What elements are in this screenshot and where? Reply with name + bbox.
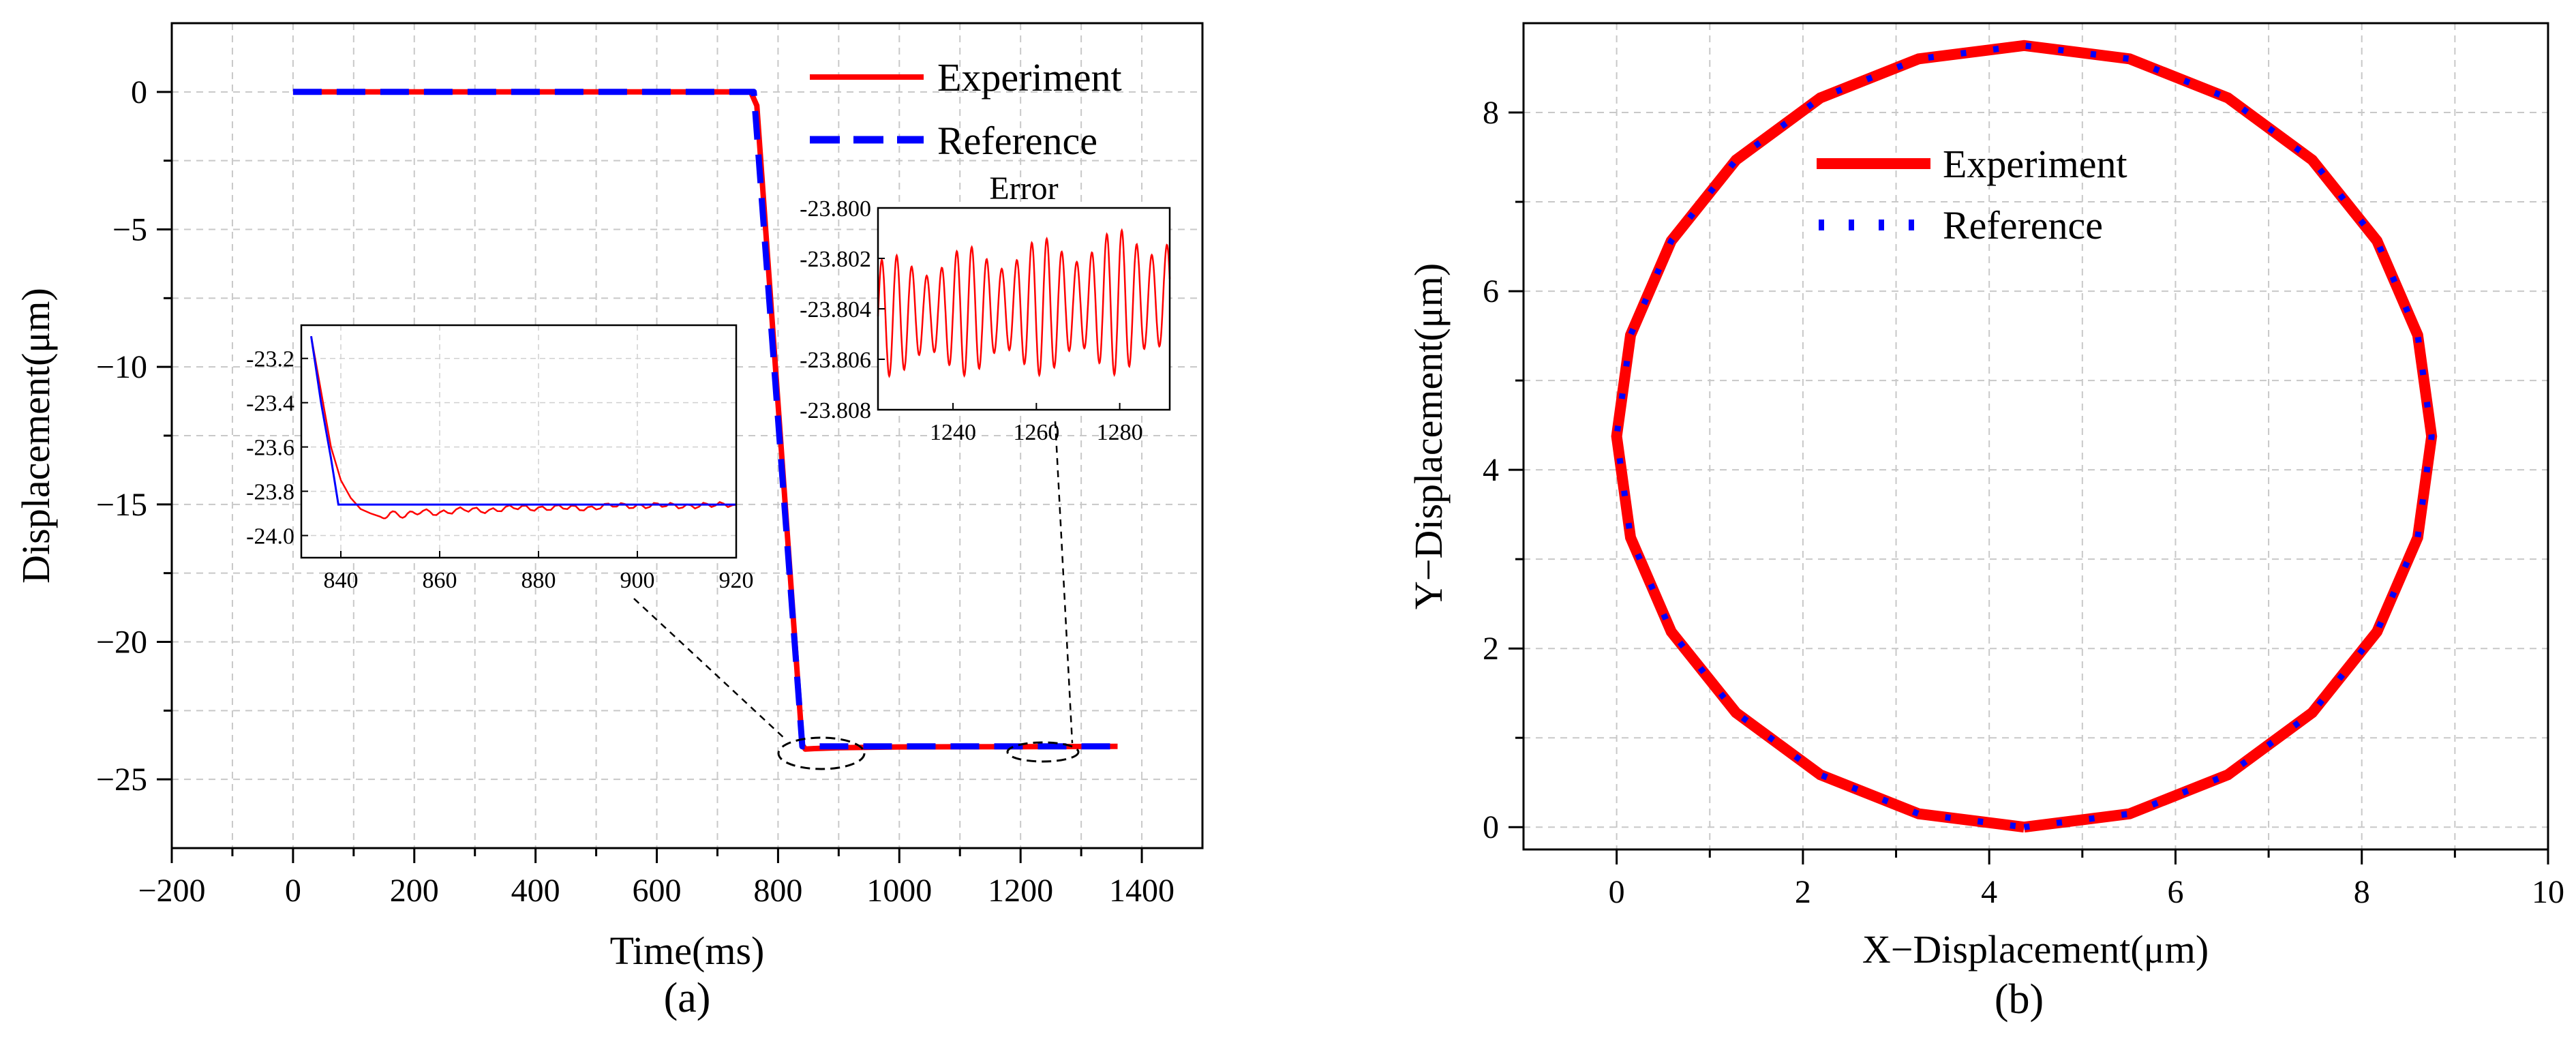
inset-right-tick-labels: 1240 1260 1280 -23.800 -23.802 -23.804 -23.806… [800, 196, 1142, 445]
chart-b-x-axis-label: X−Displacement(μm) [1862, 927, 2209, 972]
b-xtick-label: 2 [1795, 874, 1811, 910]
il-ytick-label: -23.6 [246, 436, 294, 461]
inset-left-series [310, 335, 737, 520]
a-xtick-label: 400 [511, 873, 560, 909]
ir-ytick-label: -23.808 [800, 398, 871, 423]
chart-a-leader-left [633, 598, 787, 740]
a-xtick-label: 1200 [988, 873, 1053, 909]
chart-a-inset-right: Error 1240 1260 1280 -23.800 -23.802 -23.804 -… [800, 170, 1171, 445]
chart-b-grid [1524, 23, 2548, 849]
b-ytick-label: 2 [1483, 631, 1499, 667]
inset-left-series-reference-line [310, 335, 736, 506]
b-xtick-label: 4 [1981, 874, 1997, 910]
chart-a-legend-reference-label: Reference [937, 119, 1097, 163]
inset-left-ticks [301, 357, 737, 558]
chart-a-zoom-markers [633, 421, 1080, 770]
a-ytick-label: −25 [96, 762, 147, 798]
chart-b-y-axis-label: Y−Displacement(μm) [1406, 263, 1451, 609]
il-ytick-label: -23.2 [246, 347, 294, 372]
a-xtick-label: −200 [138, 873, 205, 909]
a-ytick-label: −10 [96, 349, 147, 385]
chart-a-caption: (a) [664, 975, 711, 1021]
chart-b-plot-area [1524, 23, 2548, 849]
a-ytick-label: −20 [96, 624, 147, 661]
chart-a-zoom-ellipse-right [1006, 741, 1080, 763]
chart-a-series [292, 89, 1118, 752]
inset-left-tick-labels: 840 860 880 900 920 -23.2 -23.4 -23.6 -23.8 -24.0 [246, 347, 753, 593]
chart-b-series [1611, 40, 2438, 833]
inset-left-series-experiment-line [310, 335, 737, 520]
inset-right-series [877, 228, 1171, 378]
a-xtick-label: 1000 [866, 873, 932, 909]
chart-b-caption: (b) [1995, 976, 2044, 1023]
chart-a: −200 0 200 400 600 800 1000 1200 1400 0 −5 −10 −15 −2… [14, 22, 1204, 1021]
ir-xtick-label: 1240 [930, 420, 976, 445]
inset-left-grid [301, 325, 736, 558]
chart-b-legend: Experiment Reference [1817, 142, 2127, 247]
chart-a-zoom-ellipse-left [777, 736, 866, 770]
ir-ytick-label: -23.802 [800, 247, 871, 272]
chart-b: 0 2 4 6 8 10 0 2 4 6 8 X−Displacement(μm) Y−Displa… [1406, 22, 2564, 1023]
a-ytick-label: 0 [131, 74, 147, 110]
il-ytick-label: -24.0 [246, 524, 294, 549]
a-xtick-label: 1400 [1109, 873, 1175, 909]
il-xtick-label: 900 [620, 568, 655, 593]
chart-a-ticks [157, 91, 1143, 863]
ir-ytick-label: -23.804 [800, 297, 871, 322]
b-xtick-label: 10 [2532, 874, 2564, 910]
chart-b-tick-labels: 0 2 4 6 8 10 0 2 4 6 8 [1483, 95, 2564, 910]
inset-right-series-error-line [877, 228, 1171, 378]
a-xtick-label: 800 [753, 873, 802, 909]
a-xtick-label: 200 [390, 873, 439, 909]
inset-left-frame [300, 324, 738, 559]
chart-a-legend: Experiment Reference [810, 55, 1122, 163]
ir-ytick-label: -23.800 [800, 196, 871, 222]
chart-a-tick-labels: −200 0 200 400 600 800 1000 1200 1400 0 −5 −10 −15 −2… [96, 74, 1175, 909]
a-xtick-label: 0 [285, 873, 301, 909]
b-xtick-label: 8 [2354, 874, 2370, 910]
a-xtick-label: 600 [633, 873, 682, 909]
chart-b-frame [1522, 22, 2549, 851]
a-ytick-label: −5 [112, 212, 147, 248]
inset-left-background [301, 325, 736, 558]
chart-b-legend-reference-label: Reference [1943, 203, 2103, 247]
il-ytick-label: -23.8 [246, 480, 294, 505]
chart-a-legend-experiment-label: Experiment [937, 55, 1122, 100]
chart-b-series-experiment-line [1611, 40, 2438, 833]
il-xtick-label: 880 [521, 568, 556, 593]
il-xtick-label: 840 [324, 568, 359, 593]
b-xtick-label: 6 [2167, 874, 2183, 910]
chart-a-inset-left: 840 860 880 900 920 -23.2 -23.4 -23.6 -23.8 -24.0 [246, 324, 754, 593]
chart-a-leader-right [1054, 421, 1074, 744]
chart-a-series-reference-line [292, 89, 1118, 750]
ir-ytick-label: -23.806 [800, 348, 871, 373]
b-xtick-label: 0 [1609, 874, 1625, 910]
a-ytick-label: −15 [96, 487, 147, 523]
il-xtick-label: 920 [719, 568, 754, 593]
inset-right-title: Error [989, 170, 1058, 207]
il-ytick-label: -23.4 [246, 391, 294, 417]
chart-a-x-axis-label: Time(ms) [610, 929, 765, 973]
b-ytick-label: 8 [1483, 95, 1499, 131]
chart-b-legend-experiment-label: Experiment [1943, 142, 2127, 186]
b-ytick-label: 6 [1483, 273, 1499, 310]
inset-right-ticks [878, 207, 1121, 410]
ir-xtick-label: 1260 [1013, 420, 1059, 445]
chart-b-ticks [1509, 111, 2549, 864]
ir-xtick-label: 1280 [1097, 420, 1143, 445]
chart-a-y-axis-label: Displacement(μm) [14, 288, 58, 584]
b-ytick-label: 4 [1483, 452, 1499, 488]
b-ytick-label: 0 [1483, 809, 1499, 845]
il-xtick-label: 860 [423, 568, 457, 593]
